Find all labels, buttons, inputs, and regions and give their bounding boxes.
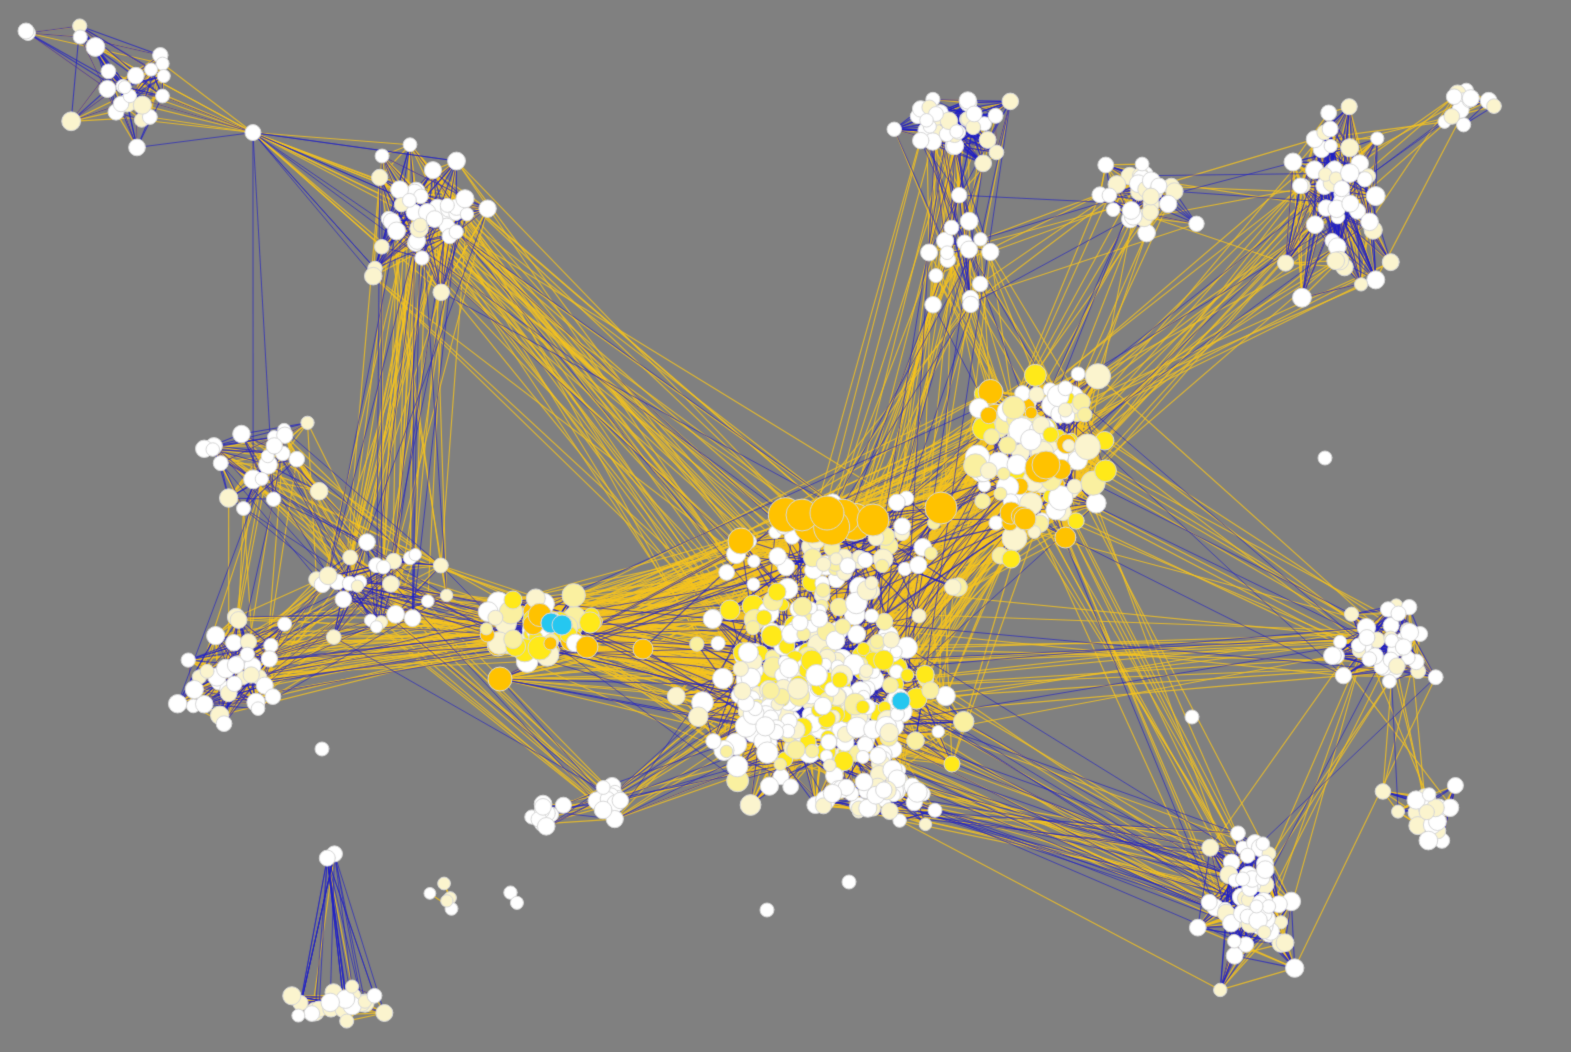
graph-visualization-stage[interactable] <box>0 0 1571 1052</box>
network-graph-canvas[interactable] <box>0 0 1571 1052</box>
